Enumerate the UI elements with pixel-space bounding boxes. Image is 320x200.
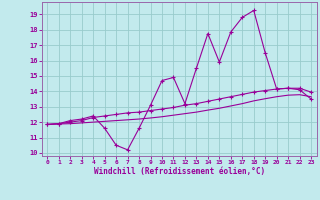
X-axis label: Windchill (Refroidissement éolien,°C): Windchill (Refroidissement éolien,°C) bbox=[94, 167, 265, 176]
